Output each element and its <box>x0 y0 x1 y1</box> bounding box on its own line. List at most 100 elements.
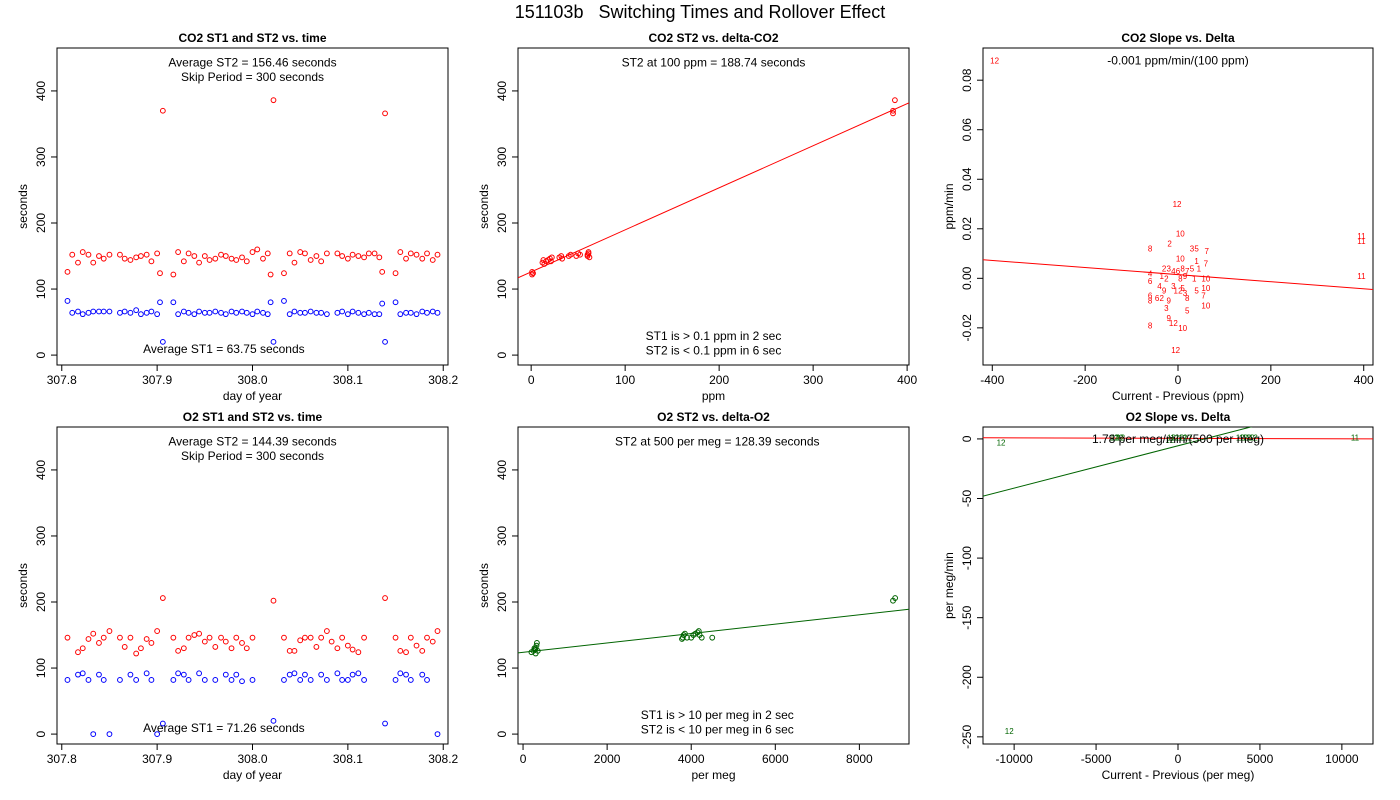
panel-co2-slope: CO2 Slope vs. Delta -400 -200 0 200 400 -0.02 0… <box>942 31 1374 403</box>
data-point-st1 <box>407 677 414 683</box>
annotation: 1.78 per meg/min/(500 per meg) <box>1092 432 1264 446</box>
point-label: 12 <box>990 56 999 65</box>
data-point-st1 <box>243 309 250 316</box>
data-point-st1 <box>424 309 430 316</box>
point-label: 9 <box>1166 297 1171 306</box>
data-point-st1 <box>407 309 414 316</box>
point-label: 12 <box>1183 434 1192 443</box>
point-label: 1 <box>1194 257 1199 266</box>
panel-co2-delta: CO2 ST2 vs. delta-CO2 0 100 200 300 400 0 100 20… <box>477 31 917 403</box>
data-point-st2 <box>890 107 896 114</box>
data-point-st2 <box>403 649 409 656</box>
data-point-st2 <box>577 251 583 258</box>
page-title: 151103b Switching Times and Rollover Eff… <box>514 2 886 22</box>
data-point-st2 <box>547 258 554 265</box>
data-point-st2 <box>281 270 287 277</box>
data-point-st1 <box>228 308 235 315</box>
y-tick-label: 0 <box>495 351 509 358</box>
data-point-st2 <box>267 271 274 278</box>
point-label: 10 <box>1176 230 1185 239</box>
data-point-st1 <box>143 309 150 316</box>
annotation: Average ST1 = 63.75 seconds <box>143 342 305 356</box>
plot-frame <box>56 47 449 366</box>
data-point-st1 <box>254 308 261 315</box>
data-point-st2 <box>64 268 71 275</box>
data-point-st2 <box>361 254 367 261</box>
y-tick-label: 0.08 <box>960 68 974 92</box>
data-point-st1 <box>355 670 362 677</box>
data-point-st2 <box>434 628 441 634</box>
data-point-st1 <box>133 677 140 683</box>
y-tick-label: 200 <box>495 213 509 233</box>
data-point-st1 <box>302 309 308 316</box>
data-point-st2 <box>586 254 593 261</box>
point-label: 12 <box>1116 434 1125 443</box>
data-point-st1 <box>397 670 404 677</box>
data-point-st2 <box>559 255 566 262</box>
data-point-st2 <box>96 640 102 646</box>
fit-line <box>983 259 1373 290</box>
data-point-st2 <box>429 257 436 263</box>
data-point-st1 <box>344 311 351 318</box>
data-point-st2 <box>419 647 426 654</box>
data-point-st2 <box>117 251 123 258</box>
data-point-st2 <box>154 628 161 634</box>
data-point-st1 <box>403 671 409 678</box>
data-point-st2 <box>233 257 240 263</box>
point-label: 10 <box>1176 255 1185 264</box>
point-label: 1 <box>1173 287 1178 296</box>
data-point-st1 <box>379 300 386 307</box>
data-point-st2 <box>397 647 404 654</box>
data-point-st1 <box>64 298 71 304</box>
data-point-st2 <box>239 254 245 261</box>
y-tick-label: 100 <box>34 279 48 299</box>
data-point-st2 <box>548 254 555 261</box>
data-point-st2 <box>206 257 213 263</box>
point-label: 2 <box>1160 294 1165 303</box>
data-point-st2 <box>307 634 314 641</box>
data-point-st1 <box>100 308 107 315</box>
data-point-st2 <box>249 634 256 641</box>
x-tick-label: 400 <box>897 373 917 387</box>
x-tick-label: 308.2 <box>428 373 458 387</box>
y-tick-label: 300 <box>495 526 509 546</box>
panel-title: O2 ST2 vs. delta-O2 <box>657 410 770 424</box>
data-point-st1 <box>334 670 341 677</box>
y-axis-label: per meg/min <box>942 552 956 619</box>
point-label: 12 <box>1246 434 1255 443</box>
y-tick-label: -100 <box>960 546 974 570</box>
fit-line <box>983 427 1253 497</box>
x-tick-label: 0 <box>1175 752 1182 766</box>
data-point-st2 <box>558 253 565 259</box>
y-axis-label: seconds <box>16 563 30 608</box>
data-point-st2 <box>90 630 97 637</box>
point-label: 1 <box>1197 264 1202 273</box>
panel-title: O2 Slope vs. Delta <box>1126 410 1231 424</box>
data-point-st2 <box>180 258 187 265</box>
data-point-st1 <box>270 338 277 345</box>
point-label: 12 <box>1175 434 1184 443</box>
data-point-st1 <box>339 308 346 315</box>
data-point-st2 <box>286 647 293 654</box>
panel-title: CO2 ST2 vs. delta-CO2 <box>648 31 778 45</box>
x-tick-label: 308.2 <box>428 752 458 766</box>
data-point-st1 <box>180 308 187 315</box>
data-point-st1 <box>170 677 177 683</box>
point-label: 12 <box>1005 727 1014 736</box>
data-point-st1 <box>302 671 308 678</box>
y-tick-label: 100 <box>34 658 48 678</box>
data-point-st2 <box>529 268 535 275</box>
data-point-st1 <box>307 308 314 315</box>
y-tick-label: 400 <box>34 460 48 480</box>
data-point-st2 <box>318 258 325 265</box>
data-point-st1 <box>121 308 128 315</box>
panel-title: CO2 Slope vs. Delta <box>1121 31 1235 45</box>
annotation: Average ST2 = 156.46 seconds <box>168 56 336 70</box>
data-point-st1 <box>307 677 314 683</box>
data-point-st2 <box>307 257 314 263</box>
data-point-st2 <box>585 250 592 257</box>
data-point-st1 <box>434 731 441 737</box>
data-point-st2 <box>228 645 235 652</box>
plot-area <box>518 595 909 657</box>
